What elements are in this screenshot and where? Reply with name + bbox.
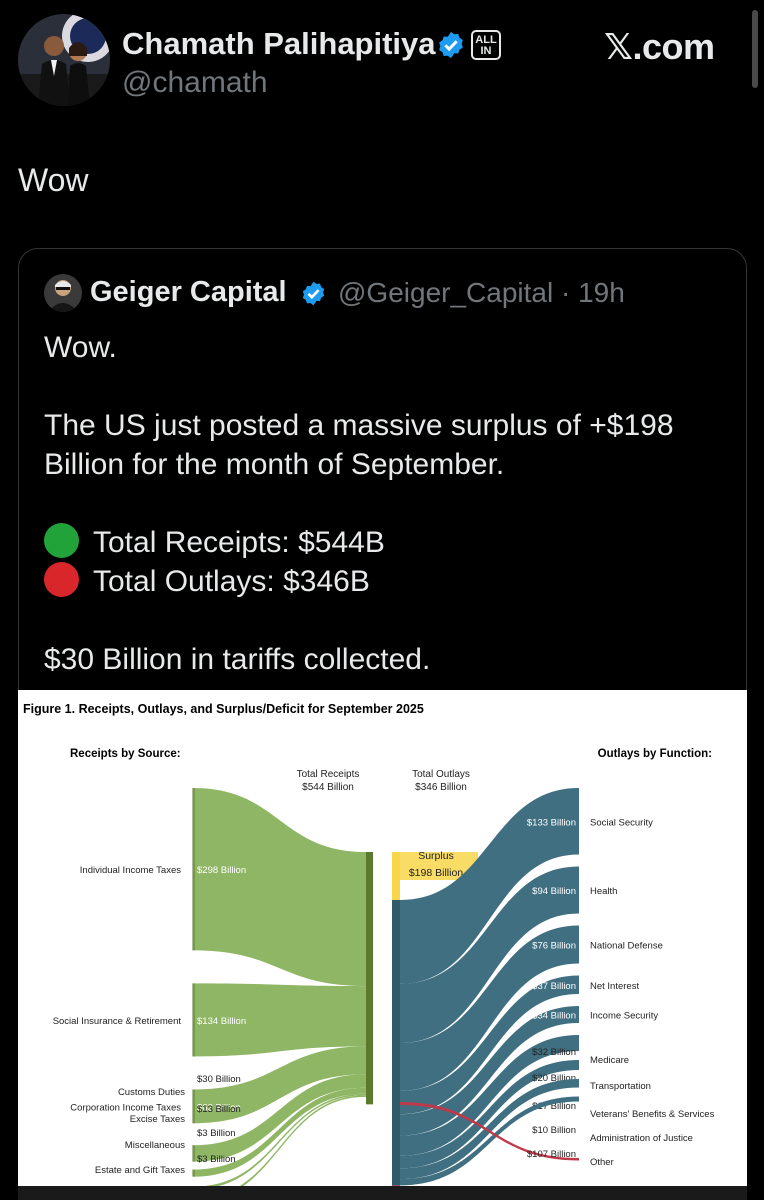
outlay-flow <box>400 788 579 984</box>
total-outlays-label: Total Outlays <box>412 769 470 780</box>
receipts-heading: Receipts by Source: <box>70 748 181 760</box>
outlay-value-label: $20 Billion <box>532 1073 576 1084</box>
outlays-other-bar <box>392 1185 400 1186</box>
sankey-chart: Figure 1. Receipts, Outlays, and Surplus… <box>23 702 715 1186</box>
outlay-function-label: Health <box>590 886 617 897</box>
outlay-value-label: $94 Billion <box>532 886 576 897</box>
outlays-total-bar <box>392 900 400 1186</box>
quoted-line: Wow. <box>44 331 117 364</box>
avatar[interactable] <box>18 14 110 106</box>
receipt-value-label: $298 Billion <box>197 865 246 876</box>
receipt-source-label: Estate and Gift Taxes <box>95 1165 185 1176</box>
receipt-source-label: Miscellaneous <box>125 1140 185 1151</box>
outlay-function-label: Transportation <box>590 1081 651 1092</box>
receipt-source-label: Customs Duties <box>118 1087 185 1098</box>
outlay-flow <box>400 1035 579 1156</box>
outlay-flow <box>400 1060 579 1169</box>
receipt-node <box>192 1169 195 1177</box>
red-circle-icon <box>44 562 79 597</box>
sankey-figure[interactable]: Figure 1. Receipts, Outlays, and Surplus… <box>18 690 747 1186</box>
outlay-function-label: Administration of Justice <box>590 1133 693 1144</box>
outlay-value-label: $17 Billion <box>532 1101 576 1112</box>
outlays-line: Total Outlays: $346B <box>44 562 734 601</box>
outlay-value-label: $37 Billion <box>532 981 576 992</box>
display-name[interactable]: Chamath Palihapitiya <box>122 26 436 61</box>
receipt-value-label: $3 Billion <box>197 1128 236 1139</box>
outlay-function-label: Income Security <box>590 1011 658 1022</box>
outlay-flow <box>400 975 579 1115</box>
outlay-function-label: National Defense <box>590 941 663 952</box>
outlay-flow <box>400 1006 579 1136</box>
total-receipts-value: $544 Billion <box>302 782 354 793</box>
bottom-strip <box>18 1186 747 1200</box>
receipt-node <box>192 983 195 1057</box>
affiliate-badge[interactable]: ALL IN <box>471 30 501 60</box>
receipt-flow <box>239 1095 366 1186</box>
outlay-flow <box>400 1079 579 1180</box>
receipts-line: Total Receipts: $544B <box>44 523 734 562</box>
outlays-heading: Outlays by Function: <box>598 748 712 760</box>
receipts-total-bar <box>366 852 373 1105</box>
outlay-value-label: $34 Billion <box>532 1011 576 1022</box>
outlay-value-label: $32 Billion <box>532 1047 576 1058</box>
verified-badge-icon <box>439 31 463 59</box>
post-text: Wow <box>18 162 89 198</box>
quoted-handle-time[interactable]: @Geiger_Capital · 19h <box>338 277 625 308</box>
receipt-value-label: $13 Billion <box>197 1104 241 1115</box>
outlay-function-label: Social Security <box>590 817 653 828</box>
receipt-node <box>192 1145 195 1162</box>
receipt-source-label: Excise Taxes <box>130 1114 186 1125</box>
outlay-function-label: Medicare <box>590 1055 629 1066</box>
outlay-function-label: Other <box>590 1157 614 1168</box>
receipt-node <box>192 1089 195 1124</box>
surplus-bar <box>392 852 400 908</box>
receipt-flow <box>193 1046 366 1124</box>
quoted-body: Wow. The US just posted a massive surplu… <box>44 328 734 679</box>
receipt-value-label: $30 Billion <box>197 1074 241 1085</box>
verified-badge-icon <box>302 281 325 306</box>
outlay-function-label: Veterans' Benefits & Services <box>590 1109 715 1120</box>
total-receipts-label: Total Receipts <box>297 769 360 780</box>
quoted-line: $30 Billion in tariffs collected. <box>44 643 431 676</box>
outlay-flow <box>400 1102 579 1161</box>
receipt-value-label: $134 Billion <box>197 1016 246 1027</box>
outlay-flow <box>400 866 579 1044</box>
receipt-flow <box>193 788 366 987</box>
receipt-source-label: Social Insurance & Retirement <box>53 1016 182 1027</box>
total-outlays-value: $346 Billion <box>415 782 467 793</box>
receipt-value-label: $62 Billion <box>197 1102 241 1113</box>
receipt-flow <box>193 983 366 1057</box>
receipt-node <box>192 788 195 951</box>
outlay-value-label: $10 Billion <box>532 1125 576 1136</box>
receipt-value-label: $3 Billion <box>197 1154 236 1165</box>
receipt-source-label: Individual Income Taxes <box>80 865 181 876</box>
user-handle[interactable]: @chamath <box>122 66 268 99</box>
green-circle-icon <box>44 523 79 558</box>
outlay-value-label: $133 Billion <box>527 817 576 828</box>
surplus-value: $198 Billion <box>409 867 463 879</box>
quoted-line: The US just posted a massive surplus of … <box>44 409 674 442</box>
outlay-flow <box>400 1096 579 1186</box>
outlay-value-label: $76 Billion <box>532 941 576 952</box>
outlay-value-label: $107 Billion <box>527 1149 576 1160</box>
receipt-flow <box>193 1074 366 1162</box>
quoted-line: Billion for the month of September. <box>44 448 505 481</box>
x-logo: 𝕏.com <box>604 26 715 67</box>
quoted-display-name[interactable]: Geiger Capital <box>90 276 287 308</box>
outlay-flow <box>400 925 579 1091</box>
receipt-source-label: Corporation Income Taxes <box>70 1102 181 1113</box>
scrollbar[interactable] <box>752 10 758 88</box>
quoted-avatar[interactable] <box>44 274 82 312</box>
receipt-flow <box>193 1087 366 1177</box>
chart-title: Figure 1. Receipts, Outlays, and Surplus… <box>23 702 424 716</box>
surplus-label: Surplus <box>418 850 454 862</box>
outlay-function-label: Net Interest <box>590 981 639 992</box>
